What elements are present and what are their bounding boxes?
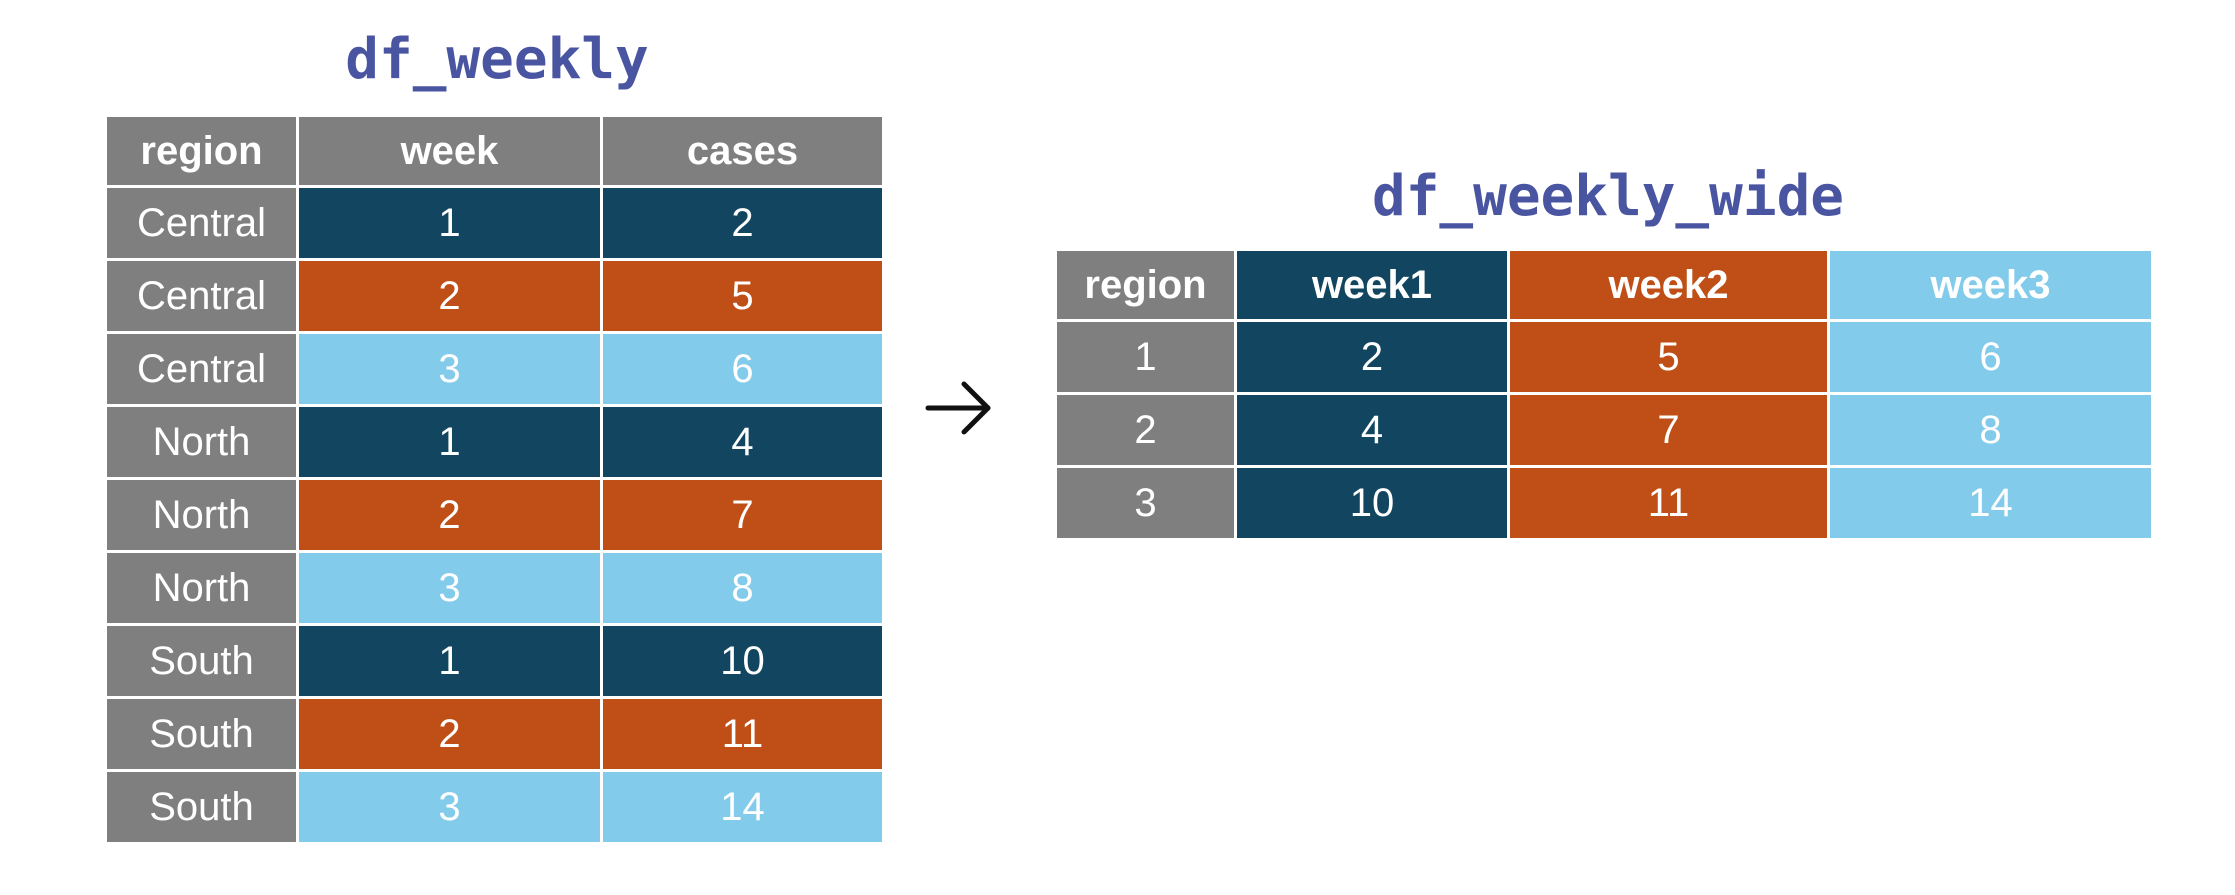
column-header-week3: week3: [1827, 248, 2154, 322]
week-cell: 3: [296, 550, 603, 626]
region-cell: South: [104, 696, 299, 772]
table-row: North 3 8: [104, 550, 885, 626]
region-cell: North: [104, 477, 299, 553]
df-weekly-title: df_weekly: [345, 27, 649, 92]
cases-cell: 10: [600, 623, 885, 699]
week3-cell: 8: [1827, 392, 2154, 468]
table-header-row: region week1 week2 week3: [1054, 248, 2154, 322]
df-weekly-wide-title: df_weekly_wide: [1371, 164, 1844, 229]
region-cell: 2: [1054, 392, 1237, 468]
region-cell: North: [104, 404, 299, 480]
region-cell: North: [104, 550, 299, 626]
column-header-week: week: [296, 114, 603, 188]
table-row: South 2 11: [104, 696, 885, 772]
table-row: North 1 4: [104, 404, 885, 480]
cases-cell: 8: [600, 550, 885, 626]
right-arrow-icon: [925, 381, 991, 435]
week-cell: 2: [296, 258, 603, 334]
week-cell: 1: [296, 623, 603, 699]
week1-cell: 10: [1234, 465, 1510, 541]
table-row: South 3 14: [104, 769, 885, 845]
table-row: Central 1 2: [104, 185, 885, 261]
df-weekly-table: region week cases Central 1 2 Central 2 …: [104, 114, 885, 845]
column-header-cases: cases: [600, 114, 885, 188]
cases-cell: 6: [600, 331, 885, 407]
week-cell: 1: [296, 185, 603, 261]
table-header-row: region week cases: [104, 114, 885, 188]
column-header-week1: week1: [1234, 248, 1510, 322]
cases-cell: 5: [600, 258, 885, 334]
region-cell: South: [104, 769, 299, 845]
cases-cell: 2: [600, 185, 885, 261]
region-cell: Central: [104, 258, 299, 334]
week-cell: 2: [296, 696, 603, 772]
cases-cell: 7: [600, 477, 885, 553]
week2-cell: 7: [1507, 392, 1830, 468]
cases-cell: 14: [600, 769, 885, 845]
column-header-region: region: [104, 114, 299, 188]
table-row: Central 3 6: [104, 331, 885, 407]
table-row: 2 4 7 8: [1054, 392, 2154, 468]
week-cell: 1: [296, 404, 603, 480]
column-header-region: region: [1054, 248, 1237, 322]
region-cell: 3: [1054, 465, 1237, 541]
week-cell: 3: [296, 331, 603, 407]
cases-cell: 4: [600, 404, 885, 480]
table-row: 1 2 5 6: [1054, 319, 2154, 395]
week3-cell: 14: [1827, 465, 2154, 541]
region-cell: South: [104, 623, 299, 699]
column-header-week2: week2: [1507, 248, 1830, 322]
week3-cell: 6: [1827, 319, 2154, 395]
week-cell: 3: [296, 769, 603, 845]
week-cell: 2: [296, 477, 603, 553]
table-row: 3 10 11 14: [1054, 465, 2154, 541]
table-row: North 2 7: [104, 477, 885, 553]
table-row: Central 2 5: [104, 258, 885, 334]
cases-cell: 11: [600, 696, 885, 772]
week2-cell: 5: [1507, 319, 1830, 395]
df-weekly-wide-table: region week1 week2 week3 1 2 5 6 2 4 7 8…: [1054, 248, 2154, 541]
region-cell: 1: [1054, 319, 1237, 395]
week1-cell: 4: [1234, 392, 1510, 468]
table-row: South 1 10: [104, 623, 885, 699]
region-cell: Central: [104, 331, 299, 407]
week2-cell: 11: [1507, 465, 1830, 541]
week1-cell: 2: [1234, 319, 1510, 395]
region-cell: Central: [104, 185, 299, 261]
